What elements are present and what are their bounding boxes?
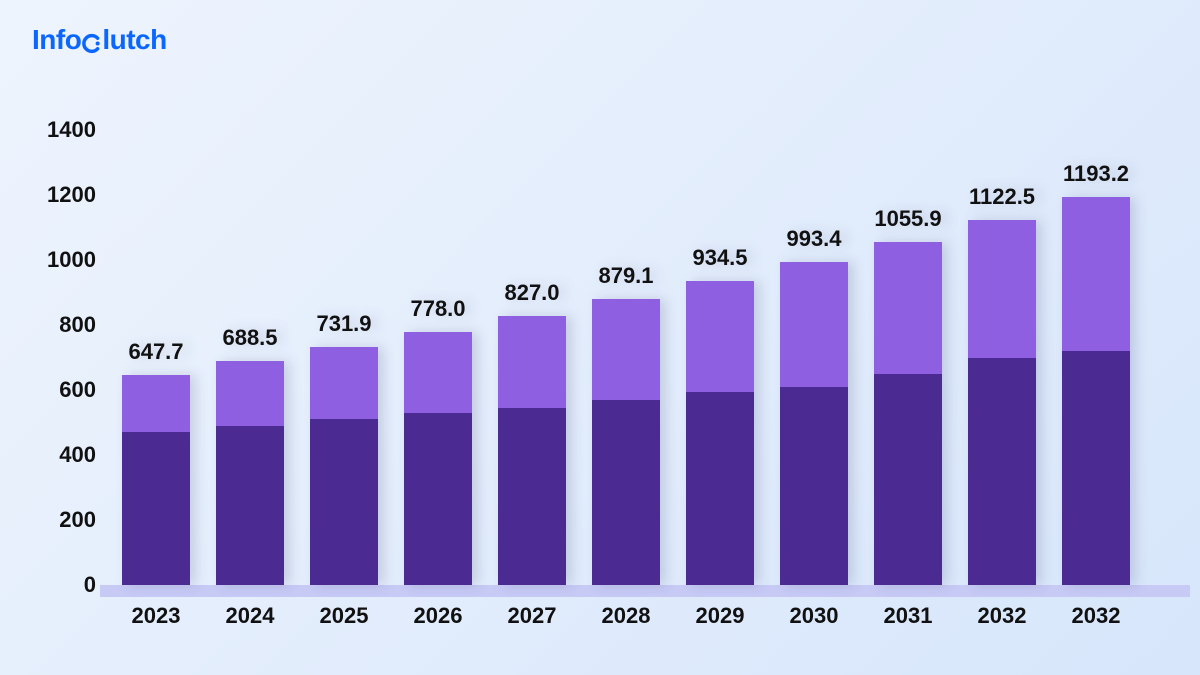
y-tick-label: 1400 xyxy=(47,117,110,143)
y-tick-label: 1000 xyxy=(47,247,110,273)
bar-segment-lower xyxy=(780,387,848,585)
bar-segment-upper xyxy=(122,375,190,433)
bar-value-label: 647.7 xyxy=(128,339,183,365)
bar-segment-upper xyxy=(780,262,848,387)
x-tick-label: 2030 xyxy=(790,603,839,629)
bar-value-label: 688.5 xyxy=(222,325,277,351)
chart-canvas: Info lutch 647.7 688.5 731.9 778.0 827.0 879.1… xyxy=(0,0,1200,675)
bar-value-label: 778.0 xyxy=(410,296,465,322)
bar-value-label: 731.9 xyxy=(316,311,371,337)
bar-segment-lower xyxy=(874,374,942,585)
bar-value-label: 934.5 xyxy=(692,245,747,271)
bar-segment-upper xyxy=(874,242,942,374)
bar-segment-upper xyxy=(686,281,754,391)
bar: 1193.2 xyxy=(1062,197,1130,585)
y-tick-label: 0 xyxy=(84,572,110,598)
x-tick-label: 2027 xyxy=(508,603,557,629)
bar-value-label: 1122.5 xyxy=(969,184,1035,210)
bar-segment-lower xyxy=(404,413,472,585)
bar: 1055.9 xyxy=(874,242,942,585)
bar-segment-upper xyxy=(968,220,1036,357)
bar-segment-lower xyxy=(122,432,190,585)
logo-text-left: Info xyxy=(32,24,81,55)
bar-segment-upper xyxy=(216,361,284,426)
bar-segment-lower xyxy=(968,358,1036,586)
bar-value-label: 993.4 xyxy=(786,226,841,252)
bar: 731.9 xyxy=(310,347,378,585)
y-tick-label: 600 xyxy=(59,377,110,403)
x-axis-baseline xyxy=(100,585,1190,597)
bar-segment-upper xyxy=(1062,197,1130,351)
bar: 1122.5 xyxy=(968,220,1036,585)
x-tick-label: 2032 xyxy=(1072,603,1121,629)
bar-segment-lower xyxy=(686,392,754,585)
bar: 993.4 xyxy=(780,262,848,585)
bar-value-label: 1193.2 xyxy=(1063,161,1129,187)
x-tick-label: 2024 xyxy=(226,603,275,629)
y-tick-label: 200 xyxy=(59,507,110,533)
x-tick-label: 2028 xyxy=(602,603,651,629)
y-tick-label: 400 xyxy=(59,442,110,468)
bar-series: 647.7 688.5 731.9 778.0 827.0 879.1 934.5 993.4… xyxy=(110,130,1170,585)
bar-value-label: 1055.9 xyxy=(874,206,941,232)
bar-segment-upper xyxy=(404,332,472,413)
x-tick-label: 2023 xyxy=(132,603,181,629)
bar-value-label: 879.1 xyxy=(598,263,653,289)
bar-segment-upper xyxy=(310,347,378,419)
bar: 827.0 xyxy=(498,316,566,585)
brand-logo: Info lutch xyxy=(32,24,167,56)
bar-segment-lower xyxy=(498,408,566,585)
bar: 688.5 xyxy=(216,361,284,585)
x-tick-label: 2029 xyxy=(696,603,745,629)
logo-lock-icon xyxy=(81,26,102,47)
bar-segment-lower xyxy=(592,400,660,585)
plot-area: 647.7 688.5 731.9 778.0 827.0 879.1 934.5 993.4… xyxy=(110,130,1170,585)
bar-segment-lower xyxy=(216,426,284,585)
x-tick-label: 2025 xyxy=(320,603,369,629)
bar-segment-upper xyxy=(592,299,660,399)
bar: 647.7 xyxy=(122,375,190,586)
x-tick-label: 2026 xyxy=(414,603,463,629)
bar: 879.1 xyxy=(592,299,660,585)
bar: 778.0 xyxy=(404,332,472,585)
bar-segment-lower xyxy=(310,419,378,585)
bar-segment-lower xyxy=(1062,351,1130,585)
y-tick-label: 1200 xyxy=(47,182,110,208)
x-tick-label: 2031 xyxy=(884,603,933,629)
y-tick-label: 800 xyxy=(59,312,110,338)
logo-text-right: lutch xyxy=(102,24,166,55)
x-tick-label: 2032 xyxy=(978,603,1027,629)
bar: 934.5 xyxy=(686,281,754,585)
bar-value-label: 827.0 xyxy=(504,280,559,306)
bar-segment-upper xyxy=(498,316,566,408)
